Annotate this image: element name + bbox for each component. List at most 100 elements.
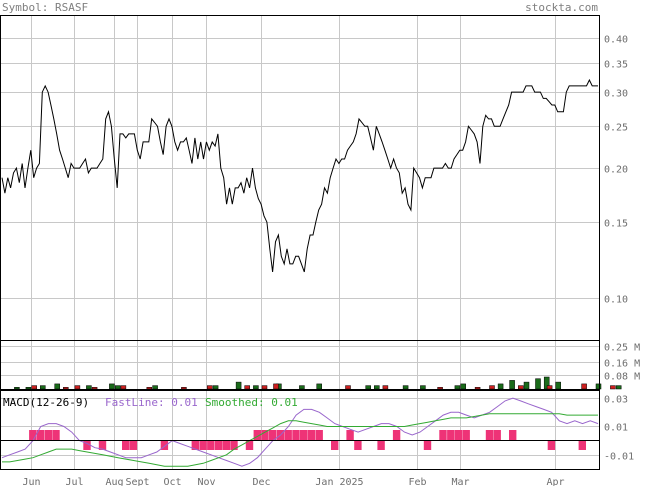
volume-bar-up [212,385,219,390]
volume-bar-up [114,385,121,390]
macd-histogram-bar [199,440,207,450]
macd-tick-label: -0.01 [604,452,634,463]
macd-histogram-bar [253,430,261,440]
site-label: stockta.com [525,1,598,14]
macd-histogram-bar [354,440,362,450]
macd-histogram-bar [44,430,52,440]
volume-bar-down [345,385,351,390]
macd-histogram-bar [230,440,238,450]
symbol-label: Symbol: RSASF [2,1,88,14]
macd-histogram-bar [300,430,308,440]
macd-frame [0,390,600,470]
volume-tick-label: 0.16 M [604,359,640,370]
macd-histogram-bar [83,440,91,450]
macd-histogram-bar [261,430,269,440]
volume-bar-up [454,385,461,390]
volume-bar-down [489,385,495,390]
price-tick-label: 0.40 [604,35,628,46]
volume-bar-down [518,385,524,390]
volume-bar-down [474,387,481,390]
volume-bar-up [595,383,602,390]
volume-bar-down [261,385,268,390]
volume-bar-up [25,387,32,390]
volume-bar-up [535,378,541,390]
volume-bar-down [244,385,250,390]
macd-fast-line [1,397,599,467]
volume-tick-label: 0.25 M [604,343,640,354]
grid-lines [0,16,600,470]
volume-bar-up [615,385,622,390]
volume-bar-up [316,383,322,390]
macd-histogram-bar [485,430,494,440]
macd-histogram-bar [29,430,37,440]
price-panel [1,78,598,273]
macd-histogram-bar [292,430,300,440]
volume-bar-down [91,387,98,390]
volume-bar-up [299,385,305,390]
x-tick-label: Feb [408,477,426,486]
x-tick-label: Aug [105,477,123,486]
macd-smoothed-line [2,413,598,467]
x-tick-label: Jul [65,477,83,486]
macd-histogram-bar [331,440,339,450]
macd-histogram-bar [377,440,385,450]
volume-bar-down [437,387,443,390]
volume-bar-up [109,383,115,390]
price-tick-label: 0.35 [604,60,628,71]
volume-tick-label: 0.08 M [604,372,640,383]
x-tick-label: Dec [252,477,270,486]
volume-bar-up [460,383,466,390]
volume-bar-up [14,387,20,390]
x-tick-label: Mar [451,477,469,486]
volume-bar-down [31,385,37,390]
x-tick-label: Apr [546,477,564,486]
macd-histogram-bar [423,440,432,450]
volume-bar-down [146,387,153,390]
price-tick-label: 0.25 [604,123,628,134]
volume-bar-down [74,385,81,390]
volume-bar-down [120,385,127,390]
volume-bar-down [581,383,587,390]
macd-histogram-bar [547,440,556,450]
volume-bar-up [402,385,409,390]
volume-bar-up [509,380,515,390]
volume-bar-down [546,385,553,390]
price-tick-label: 0.15 [604,219,628,230]
volume-bar-up [374,385,380,390]
macd-histogram-bar [307,430,316,440]
macd-histogram-bar [207,440,215,450]
x-tick-label: Nov [197,477,215,486]
macd-histogram-bar [245,440,254,450]
macd-tick-label: 0.03 [604,395,628,406]
macd-histogram-bar [269,430,277,440]
volume-bar-up [555,381,561,390]
x-tick-label: Sept [125,477,149,486]
macd-fast-legend: FastLine: 0.01 [105,396,198,409]
price-tick-label: 0.20 [604,165,628,176]
volume-bar-up [523,381,530,390]
volume-bar-down [181,387,187,390]
volume-bar-up [365,385,371,390]
macd-histogram-bar [160,440,169,450]
macd-title: MACD(12-26-9) [3,396,89,409]
volume-bar-up [40,385,46,390]
volume-bar-down [207,385,213,390]
macd-histogram-bar [284,430,292,440]
macd-histogram-bar [447,430,455,440]
macd-tick-label: 0.01 [604,423,628,434]
macd-histogram-bar [129,440,138,450]
volume-bar-down [610,385,616,390]
macd-panel [1,397,599,467]
price-tick-label: 0.10 [604,295,628,306]
volume-bar-up [235,381,242,390]
macd-histogram-bar [98,440,107,450]
macd-histogram-bar [462,430,470,440]
volume-bar-up [497,383,504,390]
price-tick-label: 0.30 [604,89,628,100]
volume-bar-up [152,385,158,390]
volume-bar-up [86,385,92,390]
volume-bar-up [420,385,426,390]
volume-bar-down [273,383,279,390]
